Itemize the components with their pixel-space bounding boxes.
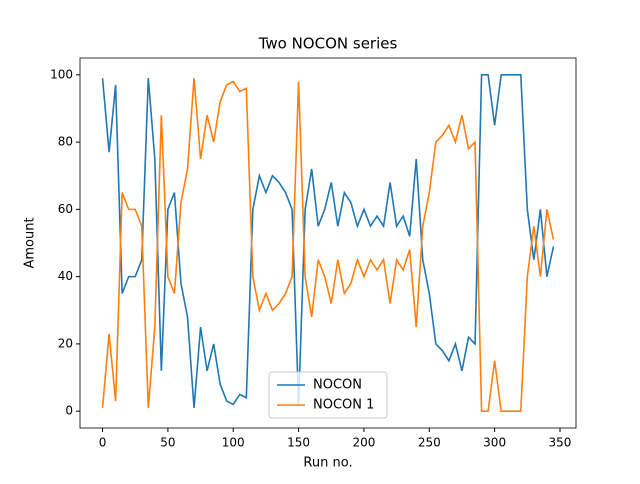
legend: NOCON NOCON 1 [268,371,388,419]
x-tick-label: 350 [549,436,572,450]
legend-box [268,371,388,419]
chart-title: Two NOCON series [258,35,398,53]
x-axis-label: Run no. [303,456,352,471]
y-axis-label: Amount [23,217,38,268]
line [101,78,555,412]
x-tick-label: 300 [483,436,506,450]
legend-label: NOCON 1 [313,398,374,413]
x-tick-label: 100 [222,436,245,450]
plot-frame [79,57,577,429]
x-tick-label: 50 [160,436,175,450]
y-tick-label: 20 [58,336,73,350]
x-tick-label: 0 [99,436,107,450]
y-tick-label: 0 [65,404,73,418]
x-tick-label: 150 [287,436,310,450]
x-tick-label: 250 [418,436,441,450]
y-tick-label: 80 [58,135,73,149]
y-tick-label: 40 [58,269,73,283]
x-tick-label: 200 [352,436,375,450]
y-tick-label: 100 [50,67,73,81]
legend-label: NOCON [313,378,362,393]
y-tick-label: 60 [58,202,73,216]
